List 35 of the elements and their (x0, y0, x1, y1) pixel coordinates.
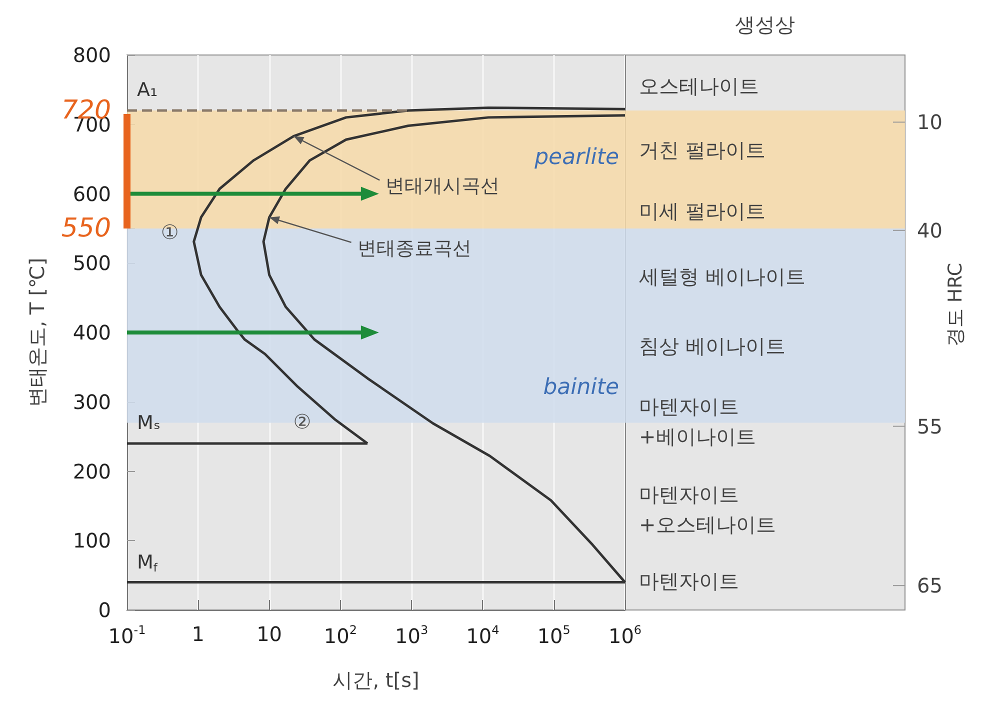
x-tick-label: 10 (256, 622, 282, 646)
series-label: A₁ (137, 79, 158, 101)
series-label: Mₛ (137, 412, 160, 434)
annotation: ② (293, 409, 312, 434)
text: 마텐자이트 +베이나이트 (639, 394, 756, 448)
y-tick-label: 100 (72, 528, 111, 553)
text: 오스테나이트 (639, 74, 759, 98)
text: 미세 펄라이트 (639, 198, 766, 223)
y-tick-label: 500 (72, 251, 111, 276)
text: 거친 펄라이트 (639, 138, 766, 162)
text: 65 (917, 574, 942, 598)
y-tick-label: 200 (72, 459, 111, 484)
text: 침상 베이나이트 (639, 334, 786, 358)
y-tick-label: 550 (61, 213, 111, 244)
text: 경도 HRC (944, 262, 966, 347)
text: 40 (917, 218, 942, 242)
x-tick-label: 1 (192, 622, 205, 646)
text: 마텐자이트 (639, 569, 739, 594)
annotation: 변태개시곡선 (386, 175, 500, 198)
y-tick-label: 600 (72, 182, 111, 206)
annotation: ① (160, 220, 179, 244)
text: 세털형 베이나이트 (639, 264, 806, 288)
text: 55 (917, 414, 942, 438)
y-axis-title: 변태온도, T [℃] (25, 258, 49, 408)
y-tick-label: 0 (98, 598, 111, 622)
text: 생성상 (735, 12, 795, 36)
y-tick-label: 400 (72, 320, 111, 344)
band-label: bainite (543, 375, 619, 400)
annotation: 변태종료곡선 (357, 237, 472, 260)
band-label: pearlite (534, 145, 619, 170)
text: 10 (917, 110, 942, 134)
x-axis-title: 시간, t[s] (332, 668, 420, 692)
text: 마텐자이트 +오스테나이트 (639, 482, 776, 537)
y-tick-label: 800 (72, 43, 111, 67)
y-tick-label: 300 (72, 390, 111, 414)
